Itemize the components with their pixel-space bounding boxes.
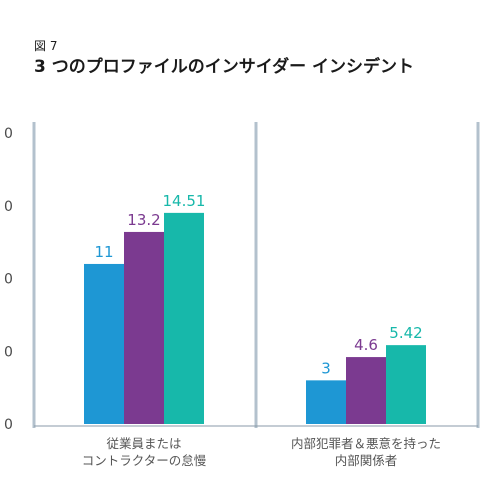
y-tick-label-1: 0 [4, 344, 13, 360]
bar-s1-c0 [124, 231, 164, 424]
category-label-0-line-0: 従業員または [106, 436, 181, 451]
category-label-0-line-1: コントラクターの怠慢 [82, 453, 207, 468]
value-label-s2-c1: 5.42 [389, 324, 422, 342]
y-tick-label-2: 0 [4, 272, 13, 288]
bar-s0-c1 [306, 380, 346, 424]
value-label-s1-c1: 4.6 [354, 336, 378, 354]
y-tick-label-0: 0 [4, 417, 13, 433]
bar-s2-c0 [164, 212, 204, 424]
value-label-s2-c0: 14.51 [163, 192, 206, 210]
category-label-1-line-1: 内部関係者 [335, 453, 398, 468]
bar-s0-c0 [84, 263, 124, 424]
chart-title: 3 つのプロファイルのインサイダー インシデント [34, 57, 414, 77]
figure-label: 図 7 [34, 39, 58, 53]
value-label-s0-c0: 11 [94, 243, 113, 261]
value-label-s0-c1: 3 [321, 359, 331, 377]
bar-s1-c1 [346, 357, 386, 424]
y-tick-label-3: 0 [4, 199, 13, 215]
bar-s2-c1 [386, 345, 426, 424]
y-tick-label-4: 0 [4, 126, 13, 142]
category-label-1-line-0: 内部犯罪者＆悪意を持った [291, 436, 441, 451]
value-label-s1-c0: 13.2 [127, 211, 160, 229]
